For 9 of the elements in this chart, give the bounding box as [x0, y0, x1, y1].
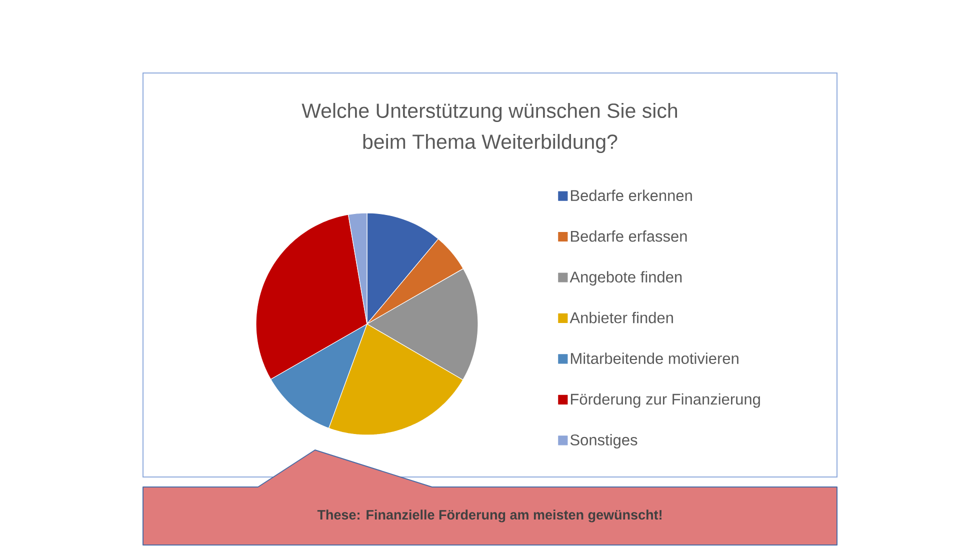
legend-label: Förderung zur Finanzierung	[570, 393, 760, 408]
legend-label: Sonstiges	[570, 434, 638, 448]
legend-label: Anbieter finden	[570, 312, 673, 324]
legend-label: Angebote finden	[570, 271, 682, 286]
legend-label: Mitarbeitende motivieren	[570, 352, 738, 364]
legend-label: Bedarfe erfassen	[570, 230, 687, 242]
legend-label: Bedarfe erkennen	[570, 190, 692, 202]
chart-title: Welche Unterstützung wünschen Sie sich beim Thema Weiterbildung?	[302, 102, 678, 154]
text: These: Finanzielle Förderung am meisten gewünscht!	[317, 510, 662, 522]
